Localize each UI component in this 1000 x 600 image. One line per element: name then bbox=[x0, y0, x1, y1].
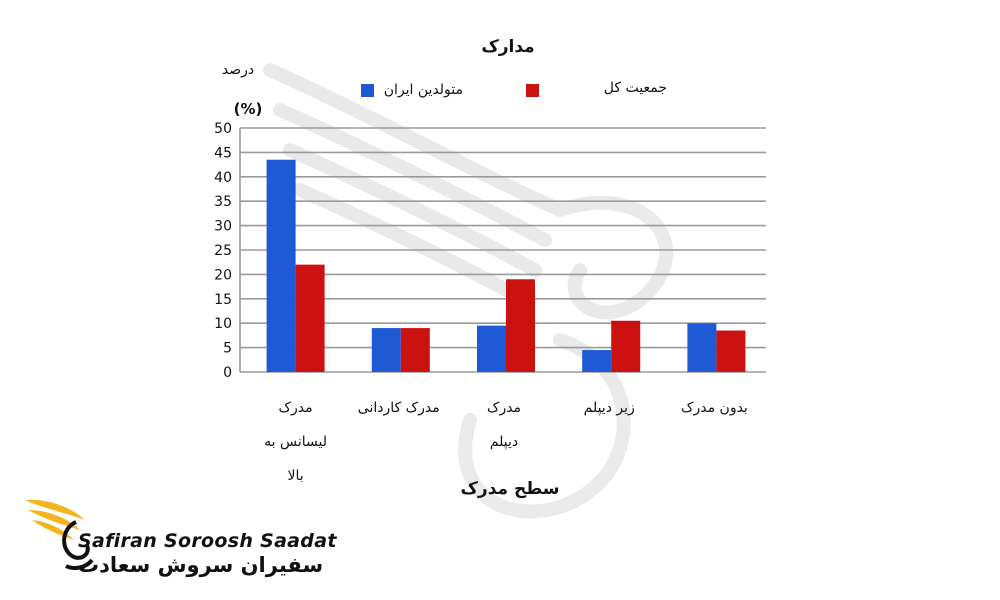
legend: متولدین ایران جمعیت کل bbox=[361, 80, 667, 98]
bar-born-in-iran-below-diploma bbox=[582, 350, 612, 372]
bar-total-population-associate bbox=[400, 328, 430, 372]
bar-born-in-iran-diploma bbox=[477, 325, 506, 372]
y-tick-label: 5 bbox=[223, 341, 232, 357]
watermark-logo bbox=[263, 63, 674, 519]
bar-total-population-bachelor-plus bbox=[295, 264, 325, 372]
brand-wing-icon bbox=[25, 499, 94, 570]
x-tick-label-bachelor-plus: بالا bbox=[288, 468, 304, 484]
y-tick-label: 35 bbox=[214, 194, 232, 210]
y-tick-label: 45 bbox=[214, 145, 232, 161]
x-tick-labels: مدرک لیسانس به بالا مدرک کاردانی مدرک دیپلم زی… bbox=[264, 400, 748, 484]
legend-swatch-total-population bbox=[526, 84, 539, 97]
legend-label-born-in-iran: متولدین ایران bbox=[384, 82, 463, 98]
x-tick-label-associate: مدرک کاردانی bbox=[358, 400, 440, 416]
x-tick-label-no-degree: بدون مدرک bbox=[681, 400, 748, 416]
legend-label-total-population: جمعیت کل bbox=[604, 80, 667, 96]
x-tick-label-diploma: مدرک bbox=[487, 400, 521, 416]
y-axis-label: درصد bbox=[222, 62, 254, 78]
y-axis-unit: (%) bbox=[234, 100, 263, 118]
x-tick-label-diploma: دیپلم bbox=[490, 434, 518, 450]
x-tick-label-bachelor-plus: مدرک bbox=[279, 400, 313, 416]
grid-lines bbox=[239, 127, 766, 373]
legend-swatch-born-in-iran bbox=[361, 84, 374, 97]
brand-name-english: Safiran Soroosh Saadat bbox=[78, 530, 337, 552]
bar-total-population-below-diploma bbox=[611, 320, 641, 372]
x-tick-label-bachelor-plus: لیسانس به bbox=[264, 434, 327, 450]
y-tick-labels: 0 5 10 15 20 25 30 35 40 45 50 bbox=[214, 121, 232, 381]
bar-born-in-iran-associate bbox=[371, 328, 401, 372]
y-tick-label: 40 bbox=[214, 170, 232, 186]
chart-title: مدارک bbox=[481, 37, 534, 57]
bars bbox=[266, 159, 746, 372]
bar-born-in-iran-bachelor-plus bbox=[266, 159, 296, 372]
x-axis-label: سطح مدرک bbox=[461, 479, 560, 499]
bar-total-population-no-degree bbox=[716, 330, 746, 372]
bar-born-in-iran-no-degree bbox=[687, 323, 717, 372]
y-tick-label: 0 bbox=[223, 365, 232, 381]
y-tick-label: 10 bbox=[214, 316, 232, 332]
y-tick-label: 15 bbox=[214, 292, 232, 308]
y-tick-label: 25 bbox=[214, 243, 232, 259]
bar-total-population-diploma bbox=[506, 279, 535, 372]
y-tick-label: 30 bbox=[214, 219, 232, 235]
y-tick-label: 20 bbox=[214, 267, 232, 283]
y-tick-label: 50 bbox=[214, 121, 232, 137]
brand-name-persian: سفیران سروش سعادت bbox=[78, 553, 324, 577]
x-tick-label-below-diploma: زیر دیپلم bbox=[584, 400, 635, 416]
